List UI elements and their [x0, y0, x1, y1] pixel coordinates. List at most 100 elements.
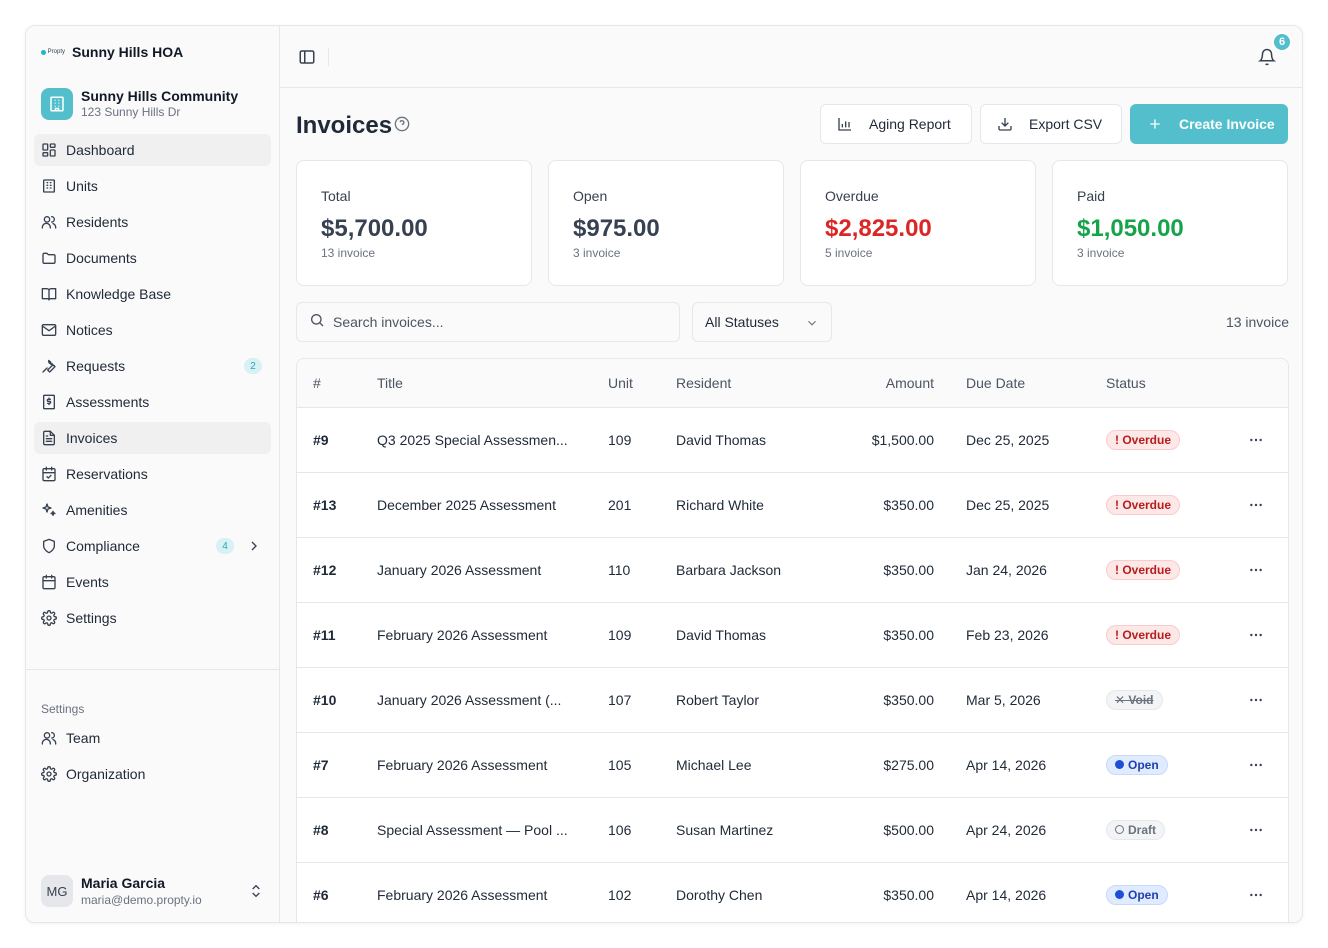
sidebar-item-reservations[interactable]: Reservations	[34, 458, 271, 490]
col-status[interactable]: Status	[1106, 359, 1221, 408]
invoice-due-date: Mar 5, 2026	[966, 667, 1106, 733]
invoice-number[interactable]: #8	[297, 797, 377, 863]
sidebar-item-team[interactable]: Team	[34, 722, 271, 754]
col-title[interactable]: Title	[377, 359, 608, 408]
sidebar-item-dashboard[interactable]: Dashboard	[34, 134, 271, 166]
sidebar-item-amenities[interactable]: Amenities	[34, 494, 271, 526]
invoice-unit: 109	[608, 602, 676, 668]
sidebar-item-label: Units	[66, 178, 98, 194]
search-input[interactable]	[333, 314, 663, 330]
invoice-number[interactable]: #9	[297, 407, 377, 473]
invoice-number[interactable]: #11	[297, 602, 377, 668]
more-actions-icon[interactable]	[1221, 887, 1288, 903]
sidebar-item-label: Documents	[66, 250, 137, 266]
sidebar-item-events[interactable]: Events	[34, 566, 271, 598]
sidebar-item-settings[interactable]: Settings	[34, 602, 271, 634]
table-row[interactable]: #11 February 2026 Assessment 109 David Thom…	[297, 602, 1288, 668]
status-badge: Open	[1106, 884, 1168, 905]
invoice-title[interactable]: December 2025 Assessment	[377, 472, 608, 538]
invoice-resident: Robert Taylor	[676, 667, 826, 733]
search-box[interactable]	[296, 302, 680, 342]
sidebar-item-assessments[interactable]: Assessments	[34, 386, 271, 418]
sidebar-item-residents[interactable]: Residents	[34, 206, 271, 238]
sidebar-item-invoices[interactable]: Invoices	[34, 422, 271, 454]
invoice-unit: 102	[608, 862, 676, 922]
wrench-icon	[41, 358, 57, 374]
invoice-title[interactable]: February 2026 Assessment	[377, 732, 608, 798]
sidebar-item-knowledge-base[interactable]: Knowledge Base	[34, 278, 271, 310]
users-icon	[41, 214, 57, 230]
col-amount[interactable]: Amount	[826, 359, 934, 408]
download-icon	[997, 116, 1013, 132]
invoice-number[interactable]: #10	[297, 667, 377, 733]
sparkles-icon	[41, 502, 57, 518]
calendar-icon	[41, 574, 57, 590]
invoice-title[interactable]: Q3 2025 Special Assessmen...	[377, 407, 608, 473]
col-unit[interactable]: Unit	[608, 359, 676, 408]
invoice-number[interactable]: #7	[297, 732, 377, 798]
notification-badge: 6	[1272, 32, 1292, 52]
invoice-title[interactable]: January 2026 Assessment	[377, 537, 608, 603]
invoice-title[interactable]: February 2026 Assessment	[377, 602, 608, 668]
more-actions-icon[interactable]	[1221, 497, 1288, 513]
user-menu[interactable]: MG Maria Garcia maria@demo.propty.io	[41, 874, 264, 908]
help-circle-icon[interactable]	[394, 116, 410, 137]
invoice-title[interactable]: January 2026 Assessment (...	[377, 667, 608, 733]
more-actions-icon[interactable]	[1221, 822, 1288, 838]
bell-icon[interactable]	[1257, 48, 1277, 71]
invoice-number[interactable]: #6	[297, 862, 377, 922]
col-due-date[interactable]: Due Date	[966, 359, 1106, 408]
invoice-title[interactable]: Special Assessment — Pool ...	[377, 797, 608, 863]
sidebar-item-documents[interactable]: Documents	[34, 242, 271, 274]
chevron-right-icon[interactable]	[246, 538, 262, 554]
settings-section: Settings Team Organization	[26, 698, 279, 794]
status-badge: ! Overdue	[1106, 494, 1181, 515]
community-switcher[interactable]: Sunny Hills Community 123 Sunny Hills Dr	[26, 78, 279, 134]
stat-label: Overdue	[825, 188, 879, 204]
invoice-number[interactable]: #12	[297, 537, 377, 603]
table-row[interactable]: #7 February 2026 Assessment 105 Michael Lee…	[297, 732, 1288, 798]
more-actions-icon[interactable]	[1221, 627, 1288, 643]
brand[interactable]: Propty Sunny Hills HOA	[26, 26, 279, 78]
sidebar-item-notices[interactable]: Notices	[34, 314, 271, 346]
create-invoice-button[interactable]: Create Invoice	[1130, 104, 1288, 144]
table-row[interactable]: #10 January 2026 Assessment (... 107 Robert…	[297, 667, 1288, 733]
sidebar-item-organization[interactable]: Organization	[34, 758, 271, 790]
table-row[interactable]: #13 December 2025 Assessment 201 Richard Wh…	[297, 472, 1288, 538]
app-window: Propty Sunny Hills HOA Sunny Hills Commu…	[25, 25, 1303, 923]
table-row[interactable]: #9 Q3 2025 Special Assessmen... 109 David T…	[297, 407, 1288, 473]
more-actions-icon[interactable]	[1221, 432, 1288, 448]
stat-count: 5 invoice	[825, 246, 873, 260]
invoice-resident: Susan Martinez	[676, 797, 826, 863]
sidebar-item-requests[interactable]: Requests 2	[34, 350, 271, 382]
table-row[interactable]: #8 Special Assessment — Pool ... 106 Susan …	[297, 797, 1288, 863]
status-filter-select[interactable]: All Statuses	[692, 302, 832, 342]
plus-icon	[1147, 116, 1163, 132]
invoice-due-date: Dec 25, 2025	[966, 407, 1106, 473]
invoice-unit: 201	[608, 472, 676, 538]
sidebar-item-units[interactable]: Units	[34, 170, 271, 202]
count-badge: 2	[244, 358, 262, 374]
table-row[interactable]: #6 February 2026 Assessment 102 Dorothy Che…	[297, 862, 1288, 922]
stat-count: 3 invoice	[573, 246, 621, 260]
invoice-number[interactable]: #13	[297, 472, 377, 538]
sidebar-item-compliance[interactable]: Compliance 4	[34, 530, 271, 562]
sidebar-item-label: Organization	[66, 766, 146, 782]
export-csv-button[interactable]: Export CSV	[980, 104, 1122, 144]
stat-count: 13 invoice	[321, 246, 376, 260]
col-resident[interactable]: Resident	[676, 359, 826, 408]
invoice-resident: David Thomas	[676, 407, 826, 473]
table-row[interactable]: #12 January 2026 Assessment 110 Barbara Jac…	[297, 537, 1288, 603]
sidebar-toggle-icon[interactable]	[298, 48, 316, 71]
more-actions-icon[interactable]	[1221, 757, 1288, 773]
chevrons-up-down-icon[interactable]	[248, 883, 264, 904]
stat-label: Total	[321, 188, 351, 204]
more-actions-icon[interactable]	[1221, 562, 1288, 578]
invoice-title[interactable]: February 2026 Assessment	[377, 862, 608, 922]
invoice-amount: $350.00	[826, 862, 934, 922]
gear-icon	[41, 766, 57, 782]
aging-report-button[interactable]: Aging Report	[820, 104, 972, 144]
sidebar-item-label: Knowledge Base	[66, 286, 172, 302]
invoice-due-date: Feb 23, 2026	[966, 602, 1106, 668]
more-actions-icon[interactable]	[1221, 692, 1288, 708]
